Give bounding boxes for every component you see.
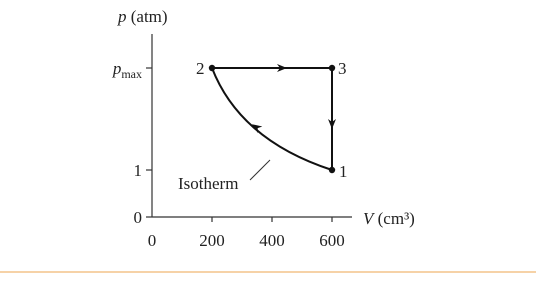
ticks (146, 67, 333, 222)
y-tick-label: pmax (112, 59, 142, 81)
annotation: Isotherm (178, 174, 238, 193)
y-tick-label: 1 (134, 161, 143, 180)
annotation-leader (249, 159, 271, 181)
x-axis-label: V (cm³) (363, 209, 415, 228)
point-label: 2 (196, 59, 205, 78)
x-tick-label: 600 (319, 231, 345, 250)
y-axis-label: p (atm) (117, 7, 168, 26)
point-label: 1 (339, 162, 348, 181)
point (328, 64, 336, 72)
y-tick-label: 0 (134, 208, 143, 227)
x-tick-label: 0 (148, 231, 157, 250)
isotherm-curve (211, 67, 333, 171)
x-tick-label: 200 (199, 231, 225, 250)
point (208, 64, 216, 72)
point-label: 3 (338, 59, 347, 78)
x-tick-label: 400 (259, 231, 285, 250)
point (328, 166, 336, 174)
